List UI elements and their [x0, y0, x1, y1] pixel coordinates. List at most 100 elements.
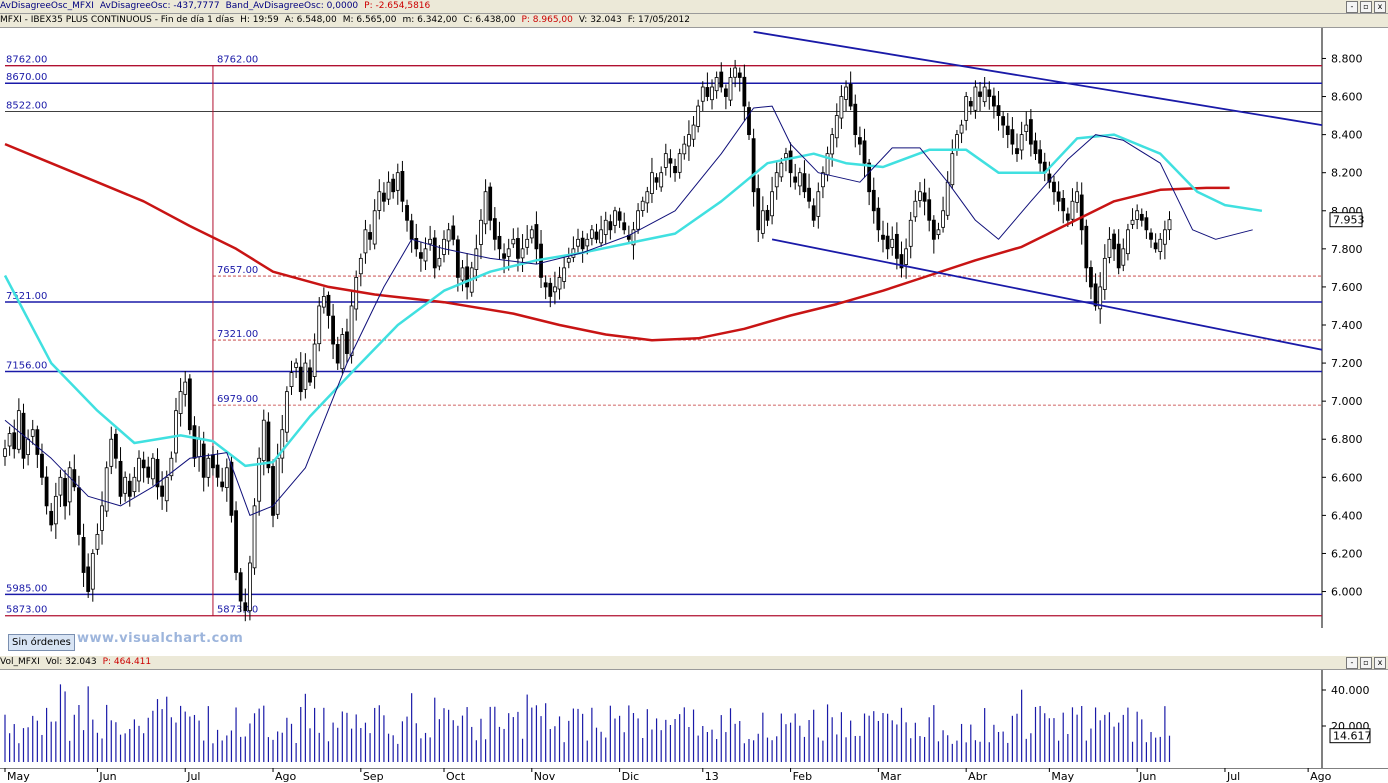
- last-volume-label: 14.617: [1333, 730, 1372, 743]
- volume-close-button[interactable]: x: [1374, 657, 1386, 669]
- candle-body: [853, 103, 858, 136]
- candle-body: [298, 366, 303, 393]
- candle-body: [1126, 229, 1130, 255]
- price-tick-label: 7.200: [1331, 357, 1363, 370]
- candle-body: [696, 105, 701, 127]
- candle-body: [363, 229, 368, 254]
- candle-body: [275, 457, 280, 515]
- candle-body: [432, 237, 437, 269]
- candle-body: [321, 296, 326, 308]
- level-label-left: 5873.00: [6, 605, 47, 616]
- candle-body: [174, 410, 178, 454]
- candle-body: [1033, 140, 1038, 155]
- x-tick-label: Feb: [793, 770, 812, 783]
- candle-body: [765, 209, 770, 221]
- orders-status-badge[interactable]: Sin órdenes: [8, 634, 75, 651]
- candle-body: [354, 277, 359, 310]
- price-tick-label: 6.600: [1331, 471, 1363, 484]
- x-tick-label: May: [7, 770, 30, 783]
- candle-body: [844, 86, 848, 100]
- moving-average-mid: [3, 133, 1263, 468]
- candle-body: [248, 562, 252, 612]
- candle-body: [345, 331, 349, 354]
- candle-body: [663, 153, 668, 168]
- candle-body: [973, 86, 978, 111]
- candle-body: [1001, 116, 1006, 126]
- candle-body: [987, 89, 992, 97]
- candle-body: [1075, 191, 1079, 203]
- candle-body: [913, 200, 918, 218]
- volume-info-line: Vol_MFXI Vol: 32.043 P: 464.411: [0, 656, 1388, 669]
- candle-body: [437, 257, 442, 267]
- candle-body: [1135, 210, 1140, 220]
- candle-body: [395, 172, 400, 191]
- candle-body: [654, 177, 659, 183]
- candle-body: [377, 191, 382, 211]
- candle-body: [687, 134, 691, 147]
- candle-body: [446, 229, 451, 242]
- volume-panel-header: Vol_MFXI Vol: 32.043 P: 464.411 - ▫ x: [0, 656, 1388, 670]
- price-tick-label: 7.400: [1331, 319, 1363, 332]
- candle-body: [733, 67, 738, 78]
- watermark-text: www.visualchart.com: [77, 631, 244, 646]
- candle-body: [1024, 124, 1029, 132]
- chart-header-line1-0: AvDisagreeOsc_MFXI: [0, 1, 94, 11]
- panel-window-buttons: - ▫ x: [1346, 1, 1386, 13]
- candle-body: [904, 248, 909, 265]
- trendline: [771, 238, 1323, 351]
- candle-body: [81, 537, 86, 573]
- price-tick-label: 6.400: [1331, 509, 1363, 522]
- candle-body: [622, 222, 627, 231]
- x-tick-label: Jun: [1138, 770, 1156, 783]
- candle-body: [243, 602, 248, 611]
- x-tick-label: May: [1051, 770, 1074, 783]
- candle-body: [1153, 242, 1158, 250]
- candle-body: [72, 469, 77, 488]
- candle-body: [941, 210, 945, 228]
- candle-body: [992, 95, 996, 107]
- price-chart[interactable]: 6.000 6.200 6.400 6.600 6.800 7.000 7.200 7.400…: [0, 28, 1388, 628]
- level-label-left: 7521.00: [6, 291, 47, 302]
- candle-body: [862, 140, 867, 164]
- candle-body: [44, 476, 49, 507]
- candle-body: [1162, 229, 1167, 245]
- x-tick-label: Jun: [98, 770, 116, 783]
- candle-body: [982, 86, 987, 103]
- x-tick-label: Abr: [968, 770, 988, 783]
- candle-body: [358, 257, 363, 275]
- volume-minimize-button[interactable]: -: [1346, 657, 1358, 669]
- close-button[interactable]: x: [1374, 1, 1386, 13]
- price-tick-label: 8.800: [1331, 52, 1363, 65]
- candle-body: [1084, 225, 1089, 269]
- candle-body: [700, 86, 705, 102]
- volume-header-1: Vol: 32.043: [45, 657, 97, 667]
- moving-average-short: [4, 105, 1253, 516]
- candle-body: [927, 199, 932, 221]
- level-label-left: 8762.00: [6, 55, 47, 66]
- candle-body: [257, 457, 262, 502]
- x-tick-label: Jul: [186, 770, 200, 783]
- moving-average-long: [4, 142, 1230, 342]
- price-panel-header: AvDisagreeOsc_MFXI AvDisagreeOsc: -437,77…: [0, 0, 1388, 14]
- candle-body: [1065, 213, 1070, 221]
- candle-body: [100, 505, 104, 531]
- candle-body: [77, 487, 81, 535]
- candle-body: [1144, 217, 1149, 231]
- candle-body: [497, 235, 502, 250]
- candle-body: [155, 458, 160, 488]
- candle-body: [589, 229, 594, 239]
- candle-body: [132, 476, 137, 493]
- minimize-button[interactable]: -: [1346, 1, 1358, 13]
- maximize-button[interactable]: ▫: [1360, 1, 1372, 13]
- level-label-mid: 7321.00: [217, 329, 258, 340]
- chart-header-line2-1: H: 19:59: [240, 15, 279, 25]
- candle-body: [728, 77, 733, 101]
- candle-body: [317, 305, 322, 345]
- candle-body: [742, 76, 747, 107]
- candle-body: [918, 191, 922, 201]
- chart-header-line2-4: m: 6.342,00: [402, 15, 458, 25]
- candle-body: [53, 495, 58, 525]
- volume-maximize-button[interactable]: ▫: [1360, 657, 1372, 669]
- candle-body: [770, 191, 774, 217]
